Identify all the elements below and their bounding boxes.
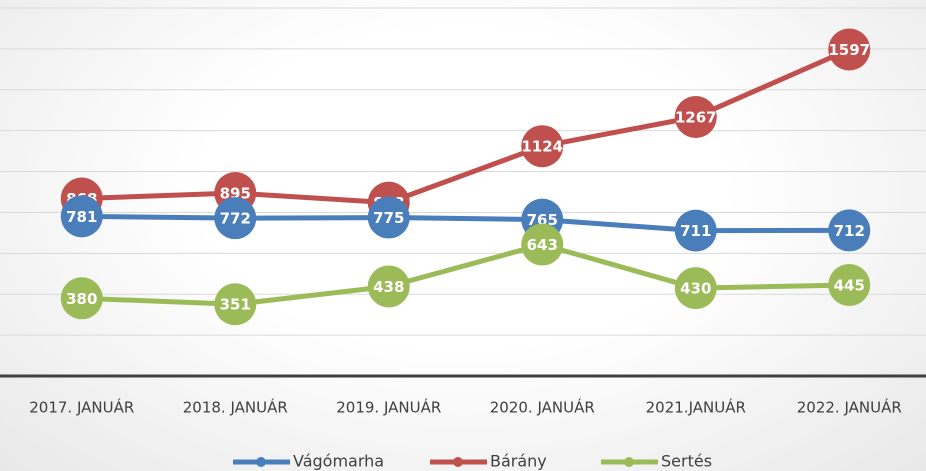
x-tick-label: 2022. JANUÁR <box>797 398 902 417</box>
x-tick-label: 2017. JANUÁR <box>29 398 134 417</box>
data-label: 765 <box>527 211 558 229</box>
data-label: 380 <box>66 290 97 308</box>
x-tick-label: 2019. JANUÁR <box>336 398 441 417</box>
legend-label: Sertés <box>661 452 712 471</box>
marker <box>60 195 103 238</box>
x-tick-label: 2020. JANUÁR <box>490 398 595 417</box>
data-label: 643 <box>527 236 558 254</box>
data-label: 781 <box>66 208 97 226</box>
legend-marker <box>453 457 463 467</box>
marker <box>521 125 564 168</box>
marker <box>214 197 257 240</box>
data-label: 438 <box>373 278 404 296</box>
marker <box>367 265 410 308</box>
marker <box>674 267 717 310</box>
marker <box>521 223 564 266</box>
x-tick-label: 2018. JANUÁR <box>183 398 288 417</box>
data-label: 895 <box>220 185 251 203</box>
marker <box>367 196 410 239</box>
data-label: 712 <box>834 222 865 240</box>
series-line <box>81 213 850 234</box>
data-label: 1267 <box>675 108 717 126</box>
legend-marker <box>256 457 266 467</box>
legend-label: Vágómarha <box>293 452 384 471</box>
marker <box>214 283 257 326</box>
data-label: 430 <box>680 280 711 298</box>
data-label: 772 <box>220 210 251 228</box>
legend-label: Bárány <box>490 452 547 471</box>
marker <box>674 209 717 252</box>
legend-marker <box>624 457 634 467</box>
data-label: 775 <box>373 209 404 227</box>
data-label: 1124 <box>521 138 563 156</box>
data-label: 351 <box>220 296 251 314</box>
marker <box>828 28 871 71</box>
x-tick-label: 2021.JANUÁR <box>646 398 746 417</box>
marker <box>828 209 871 252</box>
marker <box>828 264 871 307</box>
marker <box>674 95 717 138</box>
marker <box>60 277 103 320</box>
series-line <box>81 47 851 206</box>
data-label: 1597 <box>828 41 870 59</box>
series-line <box>81 241 850 307</box>
data-label: 445 <box>834 277 865 295</box>
data-label: 711 <box>680 222 711 240</box>
